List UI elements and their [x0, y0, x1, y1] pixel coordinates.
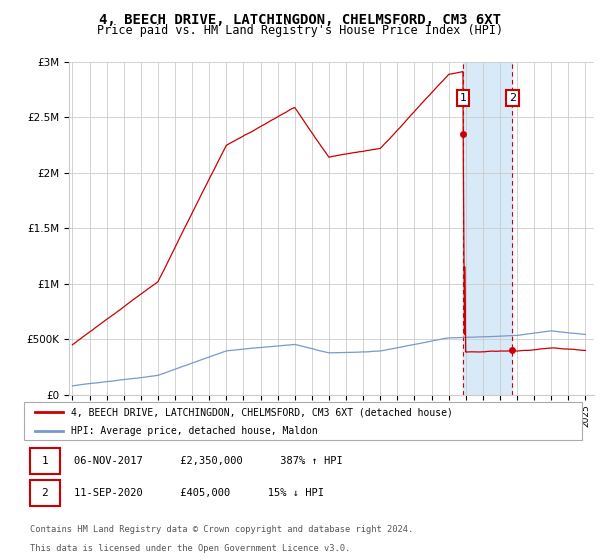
Text: 1: 1: [460, 94, 467, 103]
Text: 1: 1: [41, 456, 48, 466]
Text: 4, BEECH DRIVE, LATCHINGDON, CHELMSFORD, CM3 6XT (detached house): 4, BEECH DRIVE, LATCHINGDON, CHELMSFORD,…: [71, 407, 454, 417]
Text: This data is licensed under the Open Government Licence v3.0.: This data is licensed under the Open Gov…: [29, 544, 350, 553]
Text: 2: 2: [41, 488, 48, 498]
Text: 11-SEP-2020      £405,000      15% ↓ HPI: 11-SEP-2020 £405,000 15% ↓ HPI: [74, 488, 324, 498]
Text: Price paid vs. HM Land Registry's House Price Index (HPI): Price paid vs. HM Land Registry's House …: [97, 24, 503, 37]
Text: Contains HM Land Registry data © Crown copyright and database right 2024.: Contains HM Land Registry data © Crown c…: [29, 525, 413, 534]
FancyBboxPatch shape: [29, 448, 60, 474]
Bar: [463, 62, 512, 395]
Text: 06-NOV-2017      £2,350,000      387% ↑ HPI: 06-NOV-2017 £2,350,000 387% ↑ HPI: [74, 456, 343, 466]
Text: 4, BEECH DRIVE, LATCHINGDON, CHELMSFORD, CM3 6XT: 4, BEECH DRIVE, LATCHINGDON, CHELMSFORD,…: [99, 13, 501, 27]
Text: 2: 2: [509, 94, 516, 103]
FancyBboxPatch shape: [24, 402, 582, 440]
Text: HPI: Average price, detached house, Maldon: HPI: Average price, detached house, Mald…: [71, 426, 318, 436]
FancyBboxPatch shape: [29, 480, 60, 506]
